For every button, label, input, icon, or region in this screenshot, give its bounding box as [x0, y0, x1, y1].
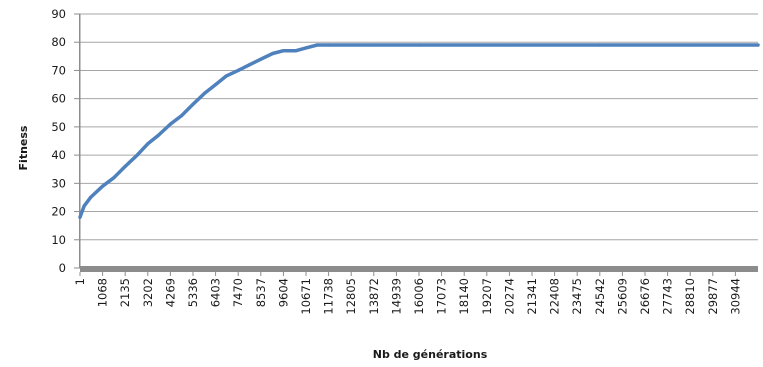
data-point: [180, 114, 184, 118]
x-tick-label: 18140: [457, 278, 471, 315]
x-tick-label: 8537: [254, 278, 268, 307]
data-point: [156, 133, 160, 137]
x-tick-label: 30944: [728, 278, 742, 315]
data-point: [259, 57, 263, 61]
series-line-0: [78, 43, 760, 219]
data-point: [756, 43, 760, 47]
data-point: [304, 46, 308, 50]
x-tick-label: 13872: [367, 278, 381, 315]
x-tick-label: 21341: [525, 278, 539, 315]
y-tick-label: 0: [59, 261, 66, 275]
x-tick-label: 27743: [661, 278, 675, 315]
x-axis-title: Nb de générations: [373, 348, 488, 361]
y-tick-label: 80: [51, 35, 66, 49]
data-point: [247, 63, 251, 67]
y-tick-label: 70: [51, 63, 66, 77]
data-point: [417, 43, 421, 47]
x-tick-label: 12805: [344, 278, 358, 315]
data-point: [191, 102, 195, 106]
data-point: [135, 153, 139, 157]
x-tick-label: 11738: [322, 278, 336, 315]
x-tick-label: 9604: [276, 278, 290, 307]
x-tick-label: 2135: [118, 278, 132, 307]
data-point: [688, 43, 692, 47]
data-point: [224, 74, 228, 78]
data-point: [78, 215, 82, 219]
x-tick-label: 22408: [548, 278, 562, 315]
y-tick-label: 60: [51, 92, 66, 106]
data-point: [236, 68, 240, 72]
data-point: [89, 195, 93, 199]
data-point: [294, 49, 298, 53]
data-point: [146, 142, 150, 146]
y-tick-label: 30: [51, 176, 66, 190]
data-point: [372, 43, 376, 47]
x-axis-line: [80, 266, 758, 272]
data-point: [82, 204, 86, 208]
x-tick-label: 25609: [615, 278, 629, 315]
x-tick-label: 20274: [502, 278, 516, 315]
x-tick-label: 7470: [231, 278, 245, 307]
data-point: [168, 122, 172, 126]
x-tick-label: 28810: [683, 278, 697, 315]
x-tick-label: 4269: [163, 278, 177, 307]
y-tick-label: 90: [51, 7, 66, 21]
data-point: [315, 43, 319, 47]
data-point: [507, 43, 511, 47]
x-tick-label: 6403: [209, 278, 223, 307]
x-tick-label: 29877: [706, 278, 720, 315]
y-tick-label: 20: [51, 205, 66, 219]
data-point: [112, 176, 116, 180]
series-group: [78, 43, 760, 219]
x-tick-label: 14939: [389, 278, 403, 315]
y-axis-title: Fitness: [17, 125, 30, 170]
x-tick-label: 10671: [299, 278, 313, 315]
y-axis-line: [79, 14, 81, 268]
x-tick-label: 17073: [435, 278, 449, 315]
y-axis-ticks: 0 10 20 30 40 50 60 70 80 90: [51, 7, 80, 275]
data-point: [101, 184, 105, 188]
data-point: [281, 49, 285, 53]
data-point: [271, 51, 275, 56]
x-axis-ticks: 1 1068 2135 3202 4269 5336 6403 7470 8537 9604 106…: [73, 272, 742, 315]
data-point: [214, 83, 218, 87]
x-tick-label: 26676: [638, 278, 652, 315]
y-tick-label: 10: [51, 233, 66, 247]
x-tick-label: 1068: [96, 278, 110, 307]
x-tick-label: 3202: [141, 278, 155, 307]
x-tick-label: 19207: [480, 278, 494, 315]
y-tick-label: 40: [51, 148, 66, 162]
x-tick-label: 16006: [412, 278, 426, 315]
gridlines: [80, 13, 758, 241]
x-tick-label: 24542: [593, 278, 607, 315]
data-point: [123, 164, 127, 168]
x-tick-label: 1: [73, 278, 87, 285]
x-tick-label: 23475: [570, 278, 584, 315]
x-tick-label: 5336: [186, 278, 200, 307]
data-point: [327, 43, 331, 47]
data-point: [598, 43, 602, 47]
data-point: [203, 91, 207, 95]
y-tick-label: 50: [51, 120, 66, 134]
